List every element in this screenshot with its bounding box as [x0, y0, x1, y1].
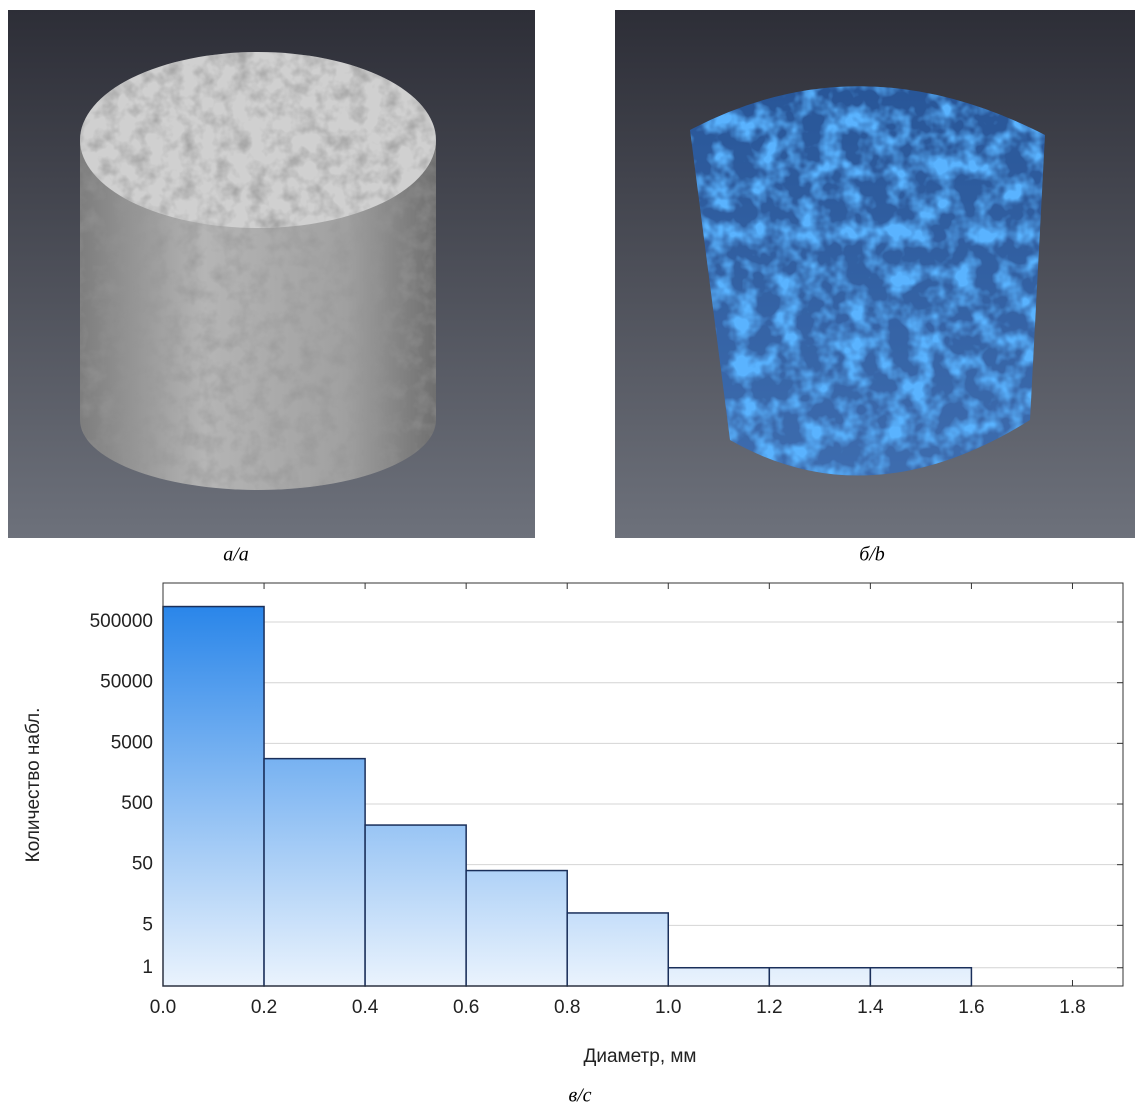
x-tick-label: 1.4 — [857, 997, 884, 1018]
panel-b-image — [615, 10, 1135, 538]
caption-a: а/a — [223, 544, 249, 566]
x-tick-label: 1.6 — [958, 997, 984, 1018]
x-axis-title: Диаметр, мм — [584, 1046, 697, 1067]
bar — [668, 968, 769, 986]
y-tick-label: 500 — [121, 793, 153, 814]
bar — [163, 607, 264, 986]
figure: а/a б/b в/c 1 5 50 500 5000 50000 500000 0.0 0.2… — [0, 0, 1135, 1110]
y-tick-label: 5000 — [111, 732, 153, 753]
y-tick-label: 50000 — [100, 672, 153, 693]
panel-a-image — [8, 10, 535, 538]
bar — [365, 825, 466, 986]
caption-b: б/b — [859, 544, 885, 566]
bar — [567, 913, 668, 986]
y-tick-label: 1 — [142, 957, 153, 978]
x-tick-label: 1.0 — [655, 997, 681, 1018]
x-tick-label: 0.6 — [453, 997, 479, 1018]
bar — [466, 871, 567, 986]
x-tick-label: 0.4 — [352, 997, 379, 1018]
caption-c: в/c — [568, 1085, 591, 1107]
x-tick-label: 1.8 — [1059, 997, 1085, 1018]
x-tick-label: 1.2 — [756, 997, 782, 1018]
x-tick-label: 0.8 — [554, 997, 580, 1018]
bar — [870, 968, 971, 986]
x-tick-label: 0.0 — [150, 997, 176, 1018]
y-tick-label: 500000 — [90, 611, 153, 632]
bar — [264, 759, 365, 986]
y-tick-label: 5 — [142, 914, 153, 935]
y-tick-label: 50 — [132, 854, 153, 875]
histogram: 1 5 50 500 5000 50000 500000 0.0 0.2 0.4 0.6 0.8 1.0… — [90, 583, 1123, 1018]
bar — [769, 968, 870, 986]
figure-canvas: а/a б/b в/c 1 5 50 500 5000 50000 500000 0.0 0.2… — [0, 0, 1135, 1110]
y-axis-title: Количество набл. — [23, 708, 44, 863]
x-tick-label: 0.2 — [251, 997, 277, 1018]
